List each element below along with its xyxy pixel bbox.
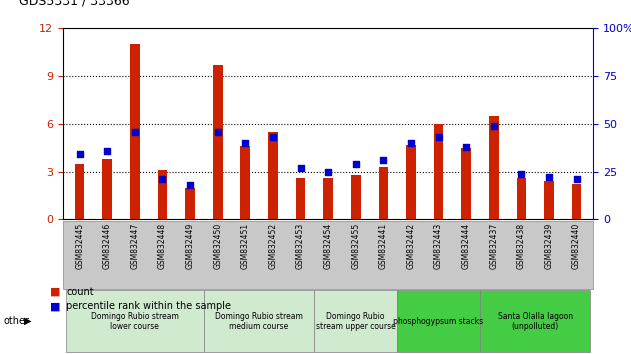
Point xyxy=(544,175,554,180)
Text: GSM832450: GSM832450 xyxy=(213,223,222,269)
Text: Santa Olalla lagoon
(unpolluted): Santa Olalla lagoon (unpolluted) xyxy=(498,312,573,331)
Text: GSM832446: GSM832446 xyxy=(103,223,112,269)
Text: GSM832443: GSM832443 xyxy=(434,223,443,269)
Text: GSM832438: GSM832438 xyxy=(517,223,526,269)
Text: ▶: ▶ xyxy=(24,316,32,326)
Text: Domingo Rubio stream
medium course: Domingo Rubio stream medium course xyxy=(215,312,303,331)
Point xyxy=(102,148,112,154)
Text: GSM832445: GSM832445 xyxy=(75,223,84,269)
Text: GSM832448: GSM832448 xyxy=(158,223,167,269)
Bar xyxy=(130,44,139,219)
Text: Domingo Rubio stream
lower course: Domingo Rubio stream lower course xyxy=(91,312,179,331)
Text: GSM832447: GSM832447 xyxy=(131,223,139,269)
Text: Domingo Rubio
stream upper course: Domingo Rubio stream upper course xyxy=(316,312,396,331)
Text: GSM832455: GSM832455 xyxy=(351,223,360,269)
Text: ■: ■ xyxy=(50,287,61,297)
Point xyxy=(185,182,195,188)
Bar xyxy=(158,170,167,219)
Text: GSM832442: GSM832442 xyxy=(406,223,415,269)
Bar xyxy=(461,148,471,219)
Bar xyxy=(406,144,416,219)
Point xyxy=(130,129,140,135)
Text: GSM832454: GSM832454 xyxy=(324,223,333,269)
Text: GSM832439: GSM832439 xyxy=(545,223,553,269)
Text: other: other xyxy=(3,316,29,326)
Text: percentile rank within the sample: percentile rank within the sample xyxy=(66,301,231,311)
Bar xyxy=(268,132,278,219)
Point xyxy=(378,158,388,163)
Bar xyxy=(489,116,498,219)
Point xyxy=(488,123,498,129)
Bar xyxy=(240,146,250,219)
Bar xyxy=(186,188,195,219)
Bar xyxy=(351,175,360,219)
Point xyxy=(433,135,444,140)
Bar xyxy=(102,159,112,219)
Point xyxy=(461,144,471,150)
Point xyxy=(323,169,333,175)
Point xyxy=(516,171,526,176)
Text: GSM832453: GSM832453 xyxy=(296,223,305,269)
Point xyxy=(268,135,278,140)
Point xyxy=(295,165,305,171)
Text: count: count xyxy=(66,287,94,297)
Bar xyxy=(433,124,444,219)
Bar xyxy=(296,178,305,219)
Text: GSM832449: GSM832449 xyxy=(186,223,194,269)
Point xyxy=(213,129,223,135)
Point xyxy=(158,177,168,182)
Text: GSM832444: GSM832444 xyxy=(462,223,471,269)
Text: GSM832451: GSM832451 xyxy=(241,223,250,269)
Point xyxy=(572,177,582,182)
Bar xyxy=(517,178,526,219)
Point xyxy=(74,152,85,157)
Text: ■: ■ xyxy=(50,301,61,311)
Text: GSM832441: GSM832441 xyxy=(379,223,388,269)
Bar xyxy=(323,178,333,219)
Point xyxy=(240,140,251,146)
Point xyxy=(406,140,416,146)
Text: GSM832437: GSM832437 xyxy=(489,223,498,269)
Text: phosphogypsum stacks: phosphogypsum stacks xyxy=(394,317,483,326)
Bar xyxy=(379,167,388,219)
Text: GSM832440: GSM832440 xyxy=(572,223,581,269)
Text: GSM832452: GSM832452 xyxy=(268,223,278,269)
Bar xyxy=(75,164,85,219)
Point xyxy=(351,161,361,167)
Bar xyxy=(572,184,581,219)
Bar xyxy=(544,181,554,219)
Bar xyxy=(213,65,223,219)
Text: GDS5331 / 33366: GDS5331 / 33366 xyxy=(19,0,129,7)
